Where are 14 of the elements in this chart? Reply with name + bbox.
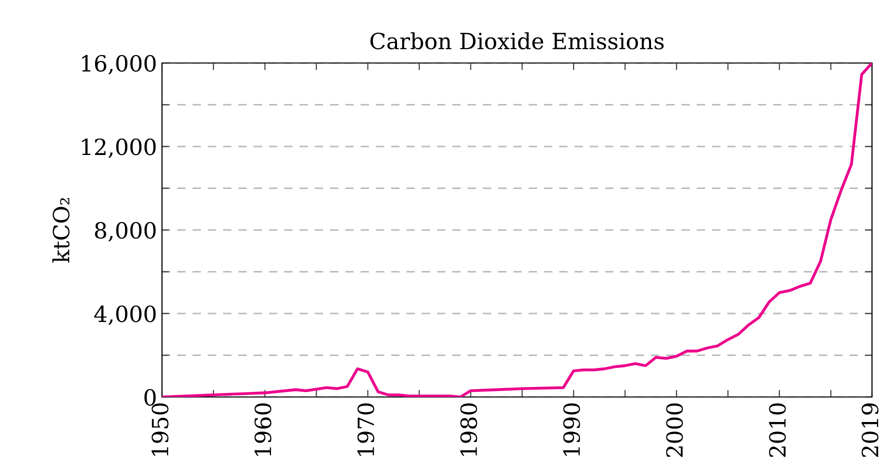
chart-title: Carbon Dioxide Emissions <box>370 32 664 50</box>
x-tick-label: 1960 <box>254 403 272 456</box>
line-series <box>162 63 872 397</box>
y-tick-label: 8,000 <box>95 222 156 242</box>
y-tick-label: 4,000 <box>94 305 156 325</box>
x-tick-label: 2019 <box>862 403 878 457</box>
x-tick-label: 2010 <box>769 403 786 457</box>
y-tick-label: 12,000 <box>82 138 156 158</box>
x-tick-label: 1970 <box>357 403 374 456</box>
x-tick-label: 2000 <box>666 403 683 457</box>
y-axis-title: ktCO₂ <box>52 198 70 263</box>
y-tick-label: 16,000 <box>82 54 156 74</box>
x-tick-label: 1990 <box>563 403 580 456</box>
x-tick-label: 1980 <box>460 403 478 456</box>
